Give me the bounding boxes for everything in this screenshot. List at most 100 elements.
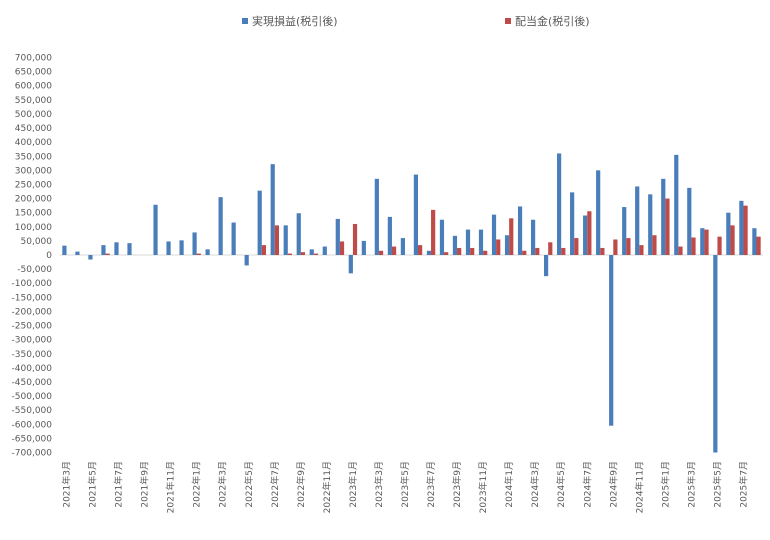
bar-realized [62,245,67,255]
bar-realized [465,229,471,255]
bar-dividend [470,247,475,255]
x-tick-label: 2024年1月 [503,461,515,508]
x-tick-label: 2021年3月 [61,461,73,508]
bar-dividend [457,247,462,255]
bar-realized [257,190,262,255]
bar-dividend [639,245,644,256]
bar-dividend [313,253,319,255]
bar-realized [127,243,132,255]
bar-realized [166,241,171,255]
y-tick-label: -150,000 [12,293,53,303]
bar-realized [674,154,679,255]
bar-realized [309,249,314,255]
bar-realized [153,204,158,255]
bar-realized [504,235,510,255]
x-tick-label: 2021年5月 [87,461,99,508]
bar-dividend [548,242,553,255]
y-tick-label: 0 [46,251,52,261]
y-tick-label: -400,000 [12,364,53,374]
bar-dividend [105,253,110,255]
legend-label-dividend: 配当金(税引後) [515,14,590,28]
bar-realized [387,216,392,255]
bar-dividend [300,252,306,255]
bar-dividend [352,223,358,255]
y-tick-label: 150,000 [15,209,52,219]
x-tick-label: 2022年7月 [269,461,281,508]
x-tick-label: 2021年11月 [165,461,177,513]
bar-realized [517,206,523,255]
bar-realized [687,187,692,255]
bar-realized [491,214,497,255]
y-tick-label: 300,000 [15,166,52,176]
x-tick-label: 2024年7月 [581,461,593,508]
y-tick-label: -450,000 [12,378,53,388]
bar-dividend [509,218,514,255]
bar-realized [244,255,249,266]
bar-dividend [339,241,345,255]
y-tick-label: -250,000 [12,322,53,332]
y-tick-label: 350,000 [15,152,52,162]
bar-realized [583,215,588,255]
y-tick-label: -200,000 [12,307,53,317]
x-tick-label: 2025年3月 [685,461,697,508]
bar-dividend [691,237,696,255]
x-tick-label: 2021年9月 [139,461,151,508]
bar-dividend [496,239,501,255]
x-tick-label: 2022年3月 [217,461,229,508]
legend: 実現損益(税引後) 配当金(税引後) [242,14,590,28]
y-tick-label: 450,000 [15,124,52,134]
bar-realized [426,250,432,255]
bar-realized [296,213,301,255]
y-tick-label: 500,000 [15,110,52,120]
bar-realized [400,238,405,255]
y-tick-label: 550,000 [15,96,52,106]
x-tick-label: 2023年1月 [347,461,359,508]
y-tick-label: -600,000 [12,420,53,430]
x-tick-label: 2024年9月 [607,461,619,508]
bar-dividend [431,209,436,255]
y-tick-label: 250,000 [15,180,52,190]
x-tick-label: 2022年11月 [321,461,333,513]
y-tick-label: 700,000 [15,54,52,64]
x-tick-label: 2024年3月 [529,461,541,508]
x-tick-label: 2025年1月 [659,461,671,508]
series-realized [62,153,757,453]
bar-realized [374,178,379,255]
bar-dividend [418,245,423,256]
bar-realized [530,219,536,255]
series-dividend [105,198,761,256]
bar-dividend [574,238,579,255]
bar-realized [609,255,614,426]
bar-realized [348,255,353,274]
bar-realized [361,240,366,255]
legend-label-realized: 実現損益(税引後) [252,14,338,28]
x-tick-label: 2022年5月 [243,461,255,508]
bar-realized [192,232,197,255]
bar-dividend [704,229,709,255]
bar-realized [700,228,705,255]
bar-dividend [743,205,748,256]
bar-realized [218,197,223,255]
bar-dividend [587,211,592,255]
x-axis: 2021年3月 2021年5月 2021年7月 2021年9月 2021年11月 2022… [61,461,750,513]
bar-realized [713,255,718,453]
bar-realized [270,164,275,255]
bar-dividend [756,236,761,255]
x-tick-label: 2023年9月 [451,461,463,508]
bar-realized [752,228,757,255]
bar-realized [205,249,210,255]
bar-dividend [196,253,201,255]
x-tick-label: 2024年5月 [555,461,567,508]
bar-realized [661,178,666,255]
legend-swatch-realized [242,18,248,24]
bar-realized [478,229,484,255]
bar-realized [635,186,640,255]
x-tick-label: 2023年11月 [477,461,489,513]
y-tick-label: -300,000 [12,336,53,346]
bar-dividend [378,250,384,255]
y-tick-label: -350,000 [12,350,53,360]
y-tick-label: 600,000 [15,82,52,92]
bar-realized [101,245,106,256]
x-tick-label: 2025年5月 [711,461,723,508]
